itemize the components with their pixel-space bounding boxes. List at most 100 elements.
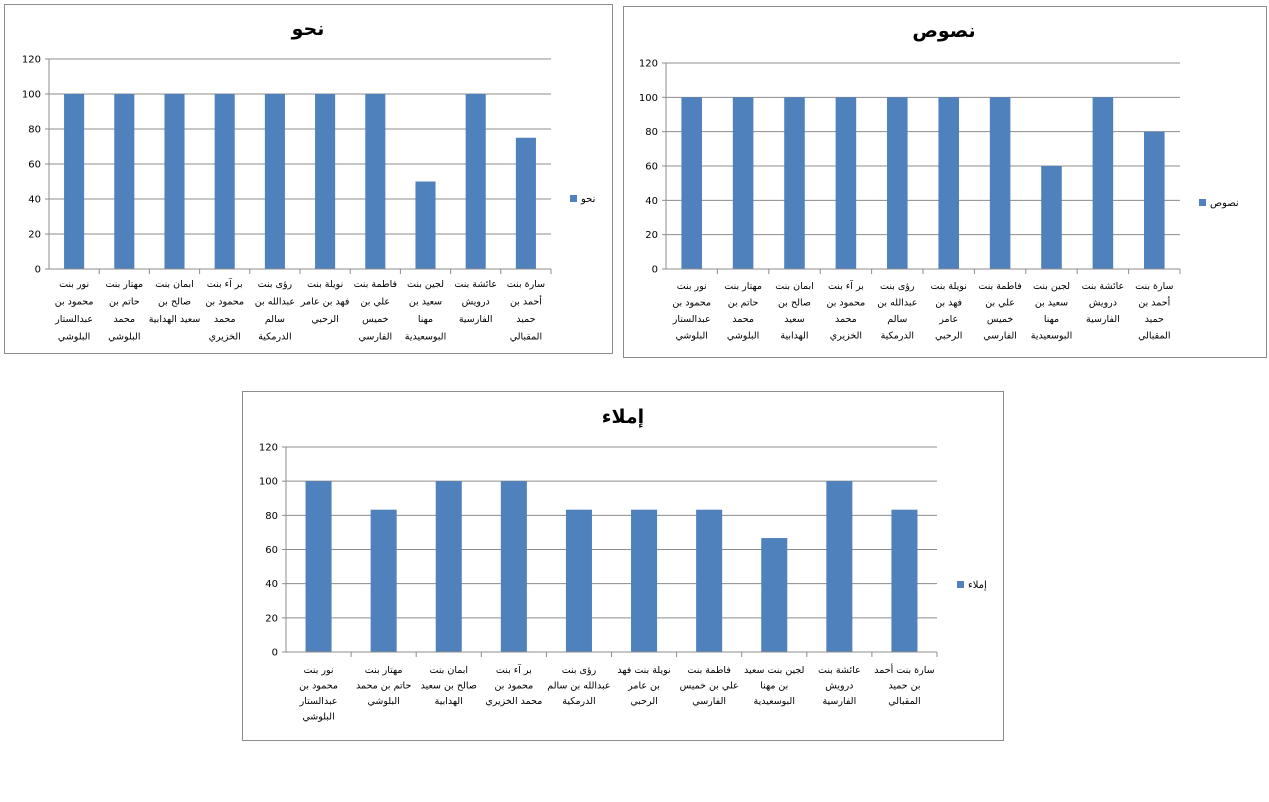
category-label: بن حميد [888,681,920,692]
category-label: الدرمكية [562,696,595,707]
category-label: درويش [1089,298,1117,309]
category-label: الفارسي [358,332,392,343]
category-label: رؤى بنت [880,281,915,292]
bar [264,94,285,269]
category-label: سعيد بن [1035,298,1068,309]
bar [365,94,386,269]
bar [114,94,135,269]
chart-title: نصوص [912,20,975,42]
y-tick-label: 60 [645,162,658,173]
category-label: عائشة بنت [454,279,497,290]
bar [989,97,1011,269]
category-label: فاطمة بنت [978,281,1021,292]
category-label: محمود بن [299,681,338,692]
category-label: محمد [214,314,236,325]
category-label: الفارسية [822,696,856,707]
category-label: البوسعيدية [1031,331,1072,342]
category-label: بر آء بنت [496,663,532,676]
category-label: البلوشي [302,712,334,723]
category-label: بر آء بنت [828,279,864,292]
category-label: البلوشي [727,331,759,342]
category-label: عبدالستار [299,696,338,707]
chart-imlaa: إملاء 0 20 40 60 80 100 120 نور بنت محمود بن عبدال… [259,406,987,723]
category-label: مهتار بنت [365,665,403,676]
legend-label: نصوص [1210,198,1239,209]
legend-swatch [570,195,577,202]
category-label: حاتم بن [109,297,140,308]
bar [1144,131,1165,269]
category-label: رؤى بنت [562,665,597,676]
category-label: رؤى بنت [258,279,293,290]
bar [435,481,462,652]
bar [164,94,185,269]
category-label: ابمان بنت [775,281,814,292]
category-label: علي بن خميس [680,681,739,692]
legend-label: إملاء [968,580,987,591]
category-label: المقبالي [888,696,920,707]
category-label: البوسعيدية [405,332,446,343]
category-label: لجين بنت [407,279,444,290]
category-label: درويش [462,297,490,308]
category-label: عائشة بنت [818,665,861,676]
category-label: علي بن [360,297,390,308]
category-label: الرحبي [630,696,657,707]
bar [696,509,723,652]
chart-panel-nusus: نصوص 0 20 40 60 80 100 120 نور بنت محمود بن عبدالس… [623,6,1267,358]
category-label: سعيد بن [409,297,442,308]
y-tick-label: 80 [28,125,41,136]
category-label: عبدالله بن [255,297,295,308]
category-label: سعيد الهدابية [149,314,201,325]
category-label: الهدابية [435,696,463,707]
category-label: عبدالستار [672,314,711,325]
bar [681,97,702,269]
category-label: مهنا [418,314,433,325]
category-label: حاتم بن [728,298,759,309]
bar [938,97,959,269]
category-label: سارة بنت أحمد [874,663,934,676]
category-label: خميس [987,314,1013,325]
category-label: محمود بن [205,297,244,308]
chart-panel-imlaa: إملاء 0 20 40 60 80 100 120 نور بنت محمود بن عبدال… [242,391,1004,741]
y-tick-label: 20 [645,230,658,241]
category-label: الرحبي [311,314,338,325]
legend-swatch [1199,199,1206,206]
category-label: مهتار بنت [724,281,762,292]
category-label: عائشة بنت [1082,281,1125,292]
category-label: عامر [938,314,958,325]
chart-title: نحو [291,18,325,40]
y-tick-label: 60 [265,545,278,556]
category-label: سعيد [784,314,804,325]
category-label: حميد [516,314,535,325]
category-label: البلوشي [676,331,708,342]
category-label: درويش [825,681,853,692]
category-label: فاطمة بنت [354,279,397,290]
category-label: سالم [265,314,285,325]
category-label: لجين بنت سعيد [744,665,804,676]
category-label: ابمان بنت [429,665,468,676]
category-label: حاتم بن محمد [356,681,411,692]
bar [515,137,536,269]
category-label: صالح بن [158,297,191,308]
category-label: لجين بنت [1033,281,1070,292]
category-label: سارة بنت [507,279,545,290]
bar [315,94,336,269]
category-label: الهدابية [780,331,808,342]
y-tick-label: 0 [652,265,658,276]
y-tick-label: 120 [22,55,41,66]
category-label: حميد [1145,314,1164,325]
category-label: البوسعيدية [754,696,795,707]
category-label: فهد بن عامر [300,297,350,308]
category-label: نويلة بنت [307,279,343,290]
legend-label: نحو [580,194,595,205]
category-label: عبدالستار [54,314,93,325]
category-label: المقبالي [1138,331,1170,342]
y-tick-label: 40 [265,579,278,590]
y-tick-label: 0 [35,265,41,276]
category-label: محمود بن [55,297,94,308]
y-tick-label: 120 [259,443,278,454]
y-tick-label: 20 [28,230,41,241]
category-label: نويلة بنت [931,281,967,292]
bar [732,97,754,269]
category-label: محمد [113,314,135,325]
bar [835,97,857,269]
